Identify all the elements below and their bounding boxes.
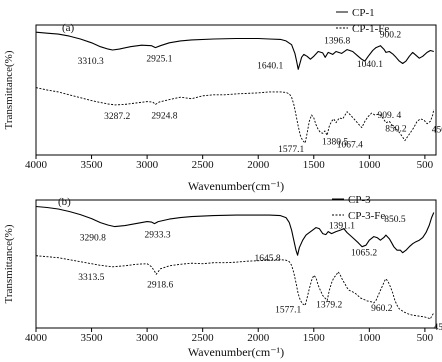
- x-tick-label: 500: [417, 159, 434, 171]
- peak-label: 1640.1: [257, 61, 283, 71]
- peak-label: 3310.3: [78, 57, 104, 67]
- y-axis-title: Transmittance(%): [3, 50, 15, 129]
- legend-label: CP-3: [348, 194, 371, 206]
- x-tick-label: 3000: [136, 332, 159, 344]
- peak-label: 1379.2: [316, 300, 342, 310]
- x-tick-label: 2500: [192, 332, 215, 344]
- peak-label: 2918.6: [147, 280, 173, 290]
- x-axis-title: Wavenumber(cm⁻¹): [188, 345, 284, 359]
- plot-frame: [35, 24, 437, 156]
- peak-label: 3290.8: [80, 234, 106, 244]
- peak-label: 3313.5: [78, 273, 104, 283]
- legend-label: CP-3-Fe: [348, 210, 385, 222]
- x-tick-label: 1000: [358, 159, 381, 171]
- x-tick-label: 1000: [358, 332, 381, 344]
- x-tick-label: 1500: [303, 332, 326, 344]
- series-line-cp-1: [35, 31, 434, 70]
- legend-label: CP-1: [352, 7, 375, 19]
- peak-label: 1067.4: [337, 141, 363, 151]
- x-tick-label: 3500: [81, 332, 104, 344]
- x-tick-label: 2000: [247, 332, 270, 344]
- x-tick-label: 500: [417, 332, 434, 344]
- panel-a: 4000 3500 3000 2500 2000 1500 1000 500 Wavenumbe…: [3, 7, 442, 193]
- peak-label: 450.4: [432, 125, 442, 135]
- peak-label: 3287.2: [104, 112, 130, 122]
- x-tick-label: 3500: [81, 159, 104, 171]
- x-tick-label: 4000: [25, 159, 48, 171]
- series-line-cp-3: [35, 205, 435, 256]
- peak-label: 2925.1: [146, 55, 172, 65]
- y-axis-title: Transmittance(%): [3, 224, 15, 303]
- peak-label: 2924.8: [151, 111, 177, 121]
- peak-label: 900.2: [380, 31, 402, 41]
- x-tick-label: 4000: [25, 332, 48, 344]
- peak-label: 2933.3: [144, 231, 170, 241]
- x-tick-label: 2000: [247, 159, 270, 171]
- x-tick-label: 1500: [303, 159, 326, 171]
- legend-label: CP-1-Fe: [352, 23, 389, 35]
- panel-label: (a): [62, 22, 75, 34]
- series-line-cp-1-fe: [35, 87, 435, 144]
- peak-label: 909. 4: [378, 111, 402, 121]
- peak-label: 451.9: [434, 323, 442, 333]
- x-axis-title: Wavenumber(cm⁻¹): [188, 179, 284, 193]
- series-line-cp-3-fe: [35, 255, 435, 320]
- panel-b: 4000 3500 3000 2500 2000 1500 1000 500 Wavenumbe…: [3, 194, 442, 359]
- peak-label: 1577.1: [278, 145, 304, 155]
- peak-label: 1380.5: [322, 137, 348, 147]
- peak-label: 1396.8: [324, 36, 350, 46]
- x-tick-label: 3000: [136, 159, 159, 171]
- plot-frame: [35, 199, 437, 329]
- peak-label: 1040.1: [357, 60, 383, 70]
- peak-label: 850.5: [384, 215, 406, 225]
- peak-label: 850.2: [385, 125, 407, 135]
- panel-label: (b): [58, 196, 71, 208]
- peak-label: 1391.1: [329, 222, 355, 232]
- peak-label: 960.2: [371, 304, 393, 314]
- peak-label: 1065.2: [351, 249, 377, 259]
- peak-label: 1645.8: [255, 254, 281, 264]
- peak-label: 1577.1: [275, 305, 301, 315]
- x-tick-label: 2500: [192, 159, 215, 171]
